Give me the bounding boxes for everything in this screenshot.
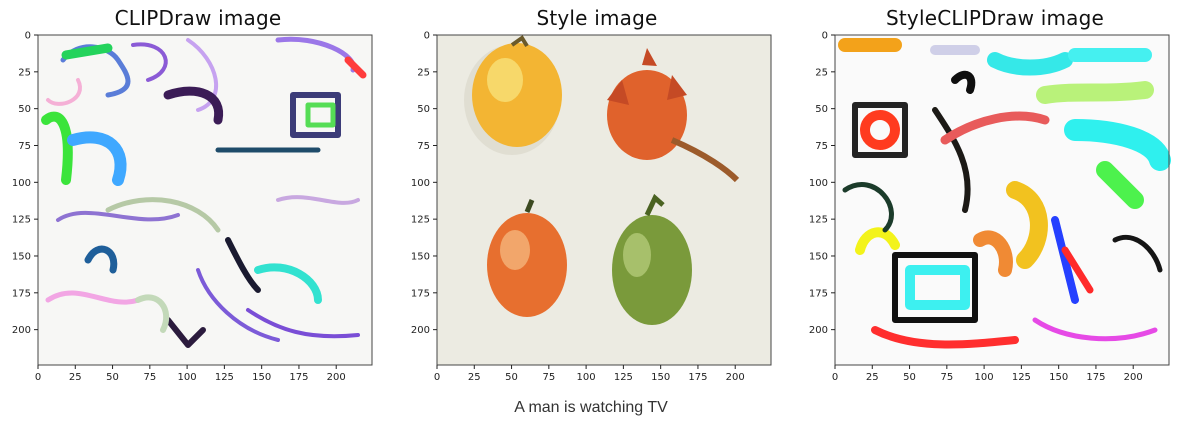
y-tick-label: 75 [18, 141, 31, 152]
y-tick-label: 125 [411, 215, 430, 226]
y-tick-label: 150 [12, 251, 31, 262]
x-tick-label: 100 [178, 372, 197, 383]
x-tick-label: 50 [106, 372, 119, 383]
x-tick-label: 25 [866, 372, 879, 383]
caption: A man is watching TV [514, 399, 668, 416]
y-tick-label: 150 [809, 251, 828, 262]
x-tick-label: 0 [35, 372, 41, 383]
x-tick-label: 150 [252, 372, 271, 383]
y-tick-label: 100 [12, 178, 31, 189]
y-tick-label: 75 [417, 141, 430, 152]
y-tick-label: 175 [411, 288, 430, 299]
styleclipdraw-axes: 0 25 50 75 100 125 150 175 200 0 25 50 75 100 125 150 17… [809, 31, 1143, 384]
y-tick-label: 75 [815, 141, 828, 152]
style-axes: 0 25 50 75 100 125 150 175 200 0 25 50 75 100 125 150 17… [411, 31, 745, 384]
x-tick-label: 125 [614, 372, 633, 383]
y-tick-label: 25 [815, 67, 828, 78]
y-tick-label: 150 [411, 251, 430, 262]
y-tick-label: 100 [809, 178, 828, 189]
y-tick-label: 125 [809, 215, 828, 226]
y-tick-label: 200 [12, 325, 31, 336]
x-tick-label: 100 [577, 372, 596, 383]
y-tick-label: 175 [809, 288, 828, 299]
x-tick-label: 200 [726, 372, 745, 383]
y-tick-label: 50 [417, 104, 430, 115]
y-tick-label: 175 [12, 288, 31, 299]
y-tick-label: 50 [18, 104, 31, 115]
x-tick-label: 100 [975, 372, 994, 383]
y-tick-label: 200 [411, 325, 430, 336]
y-tick-label: 0 [25, 31, 31, 42]
y-tick-label: 200 [809, 325, 828, 336]
styleclipdraw-title: StyleCLIPDraw image [886, 6, 1104, 30]
style-image [436, 34, 772, 366]
y-tick-label: 100 [411, 178, 430, 189]
x-tick-label: 125 [1012, 372, 1031, 383]
x-tick-label: 200 [327, 372, 346, 383]
styleclipdraw-plot: 0 25 50 75 100 125 150 175 200 0 25 50 75 100 125 150 17… [809, 31, 1171, 383]
x-tick-label: 175 [688, 372, 707, 383]
y-tick-label: 50 [815, 104, 828, 115]
y-tick-label: 0 [822, 31, 828, 42]
clipdraw-axes: 0 25 50 75 100 125 150 175 200 0 25 50 75 100 125 150 17… [12, 31, 346, 384]
clipdraw-title: CLIPDraw image [114, 6, 282, 30]
style-plot: 0 25 50 75 100 125 150 175 200 0 25 50 75 100 125 150 17… [411, 31, 772, 383]
clipdraw-panel: CLIPDraw image [12, 0, 378, 385]
x-tick-label: 150 [1049, 372, 1068, 383]
x-tick-label: 25 [69, 372, 82, 383]
x-tick-label: 50 [505, 372, 518, 383]
styleclipdraw-image [834, 34, 1171, 366]
x-tick-label: 0 [832, 372, 838, 383]
x-tick-label: 175 [1086, 372, 1105, 383]
clipdraw-image [37, 34, 373, 366]
x-tick-label: 75 [940, 372, 953, 383]
clipdraw-plot: 0 25 50 75 100 125 150 175 200 0 25 50 75 100 125 150 17… [12, 31, 373, 383]
y-tick-label: 25 [18, 67, 31, 78]
style-panel: Style image 0 25 50 75 100 125 150 175 200 0 25 50 7… [411, 0, 777, 385]
x-tick-label: 175 [289, 372, 308, 383]
x-tick-label: 25 [468, 372, 481, 383]
style-title: Style image [536, 6, 658, 30]
y-tick-label: 0 [424, 31, 430, 42]
x-tick-label: 75 [143, 372, 156, 383]
y-tick-label: 125 [12, 215, 31, 226]
y-tick-label: 25 [417, 67, 430, 78]
x-tick-label: 0 [434, 372, 440, 383]
x-tick-label: 150 [651, 372, 670, 383]
x-tick-label: 125 [215, 372, 234, 383]
x-tick-label: 75 [542, 372, 555, 383]
x-tick-label: 50 [903, 372, 916, 383]
x-tick-label: 200 [1124, 372, 1143, 383]
styleclipdraw-panel: StyleCLIPDraw image [809, 0, 1175, 385]
